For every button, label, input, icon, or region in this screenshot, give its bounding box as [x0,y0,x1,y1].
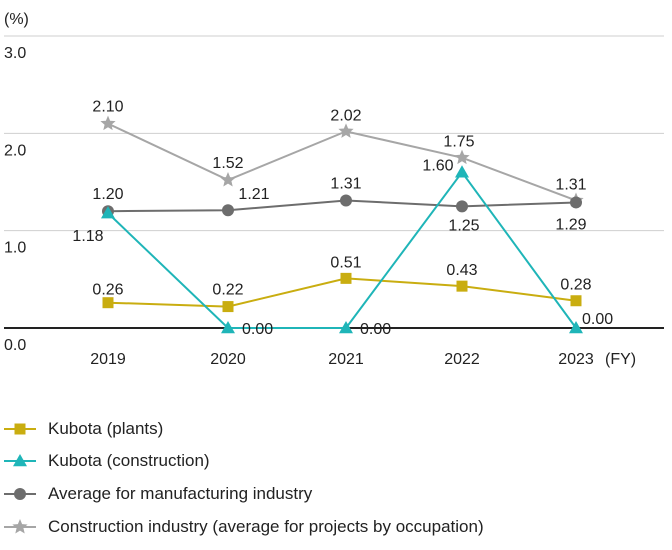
line-chart: 0.01.02.03.0 2019 2020 2021 2022 2023 0.26 0.… [4,11,664,368]
data-label: 1.52 [212,155,243,172]
marker-circle [456,200,468,213]
data-label: 1.29 [555,216,586,233]
marker-square [340,272,352,284]
data-label: 0.00 [582,311,613,328]
legend-item: Kubota (construction) [0,446,672,476]
data-label: 1.18 [72,228,103,245]
series-group [100,115,584,334]
data-label: 1.60 [422,157,453,174]
marker-star [100,115,116,131]
legend-symbol [4,488,36,500]
legend-symbol [4,423,36,435]
y-tick-label: 1.0 [4,240,26,257]
marker-circle [14,488,26,500]
x-tick-label: 2023 [558,351,594,368]
data-label: 0.26 [92,282,123,299]
marker-square [456,280,468,292]
y-axis: 0.0 1.0 2.0 3.0 [4,45,26,354]
x-tick-label: 2020 [210,351,246,368]
data-label: 0.51 [330,254,361,271]
series-star [100,115,584,207]
marker-triangle [339,321,353,334]
x-tick-label: 2019 [90,351,126,368]
marker-star [454,149,470,165]
x-unit-label: (FY) [605,351,636,368]
data-label: 0.00 [242,321,273,338]
marker-star [338,123,354,138]
legend-symbol [4,454,36,467]
marker-circle [222,204,234,217]
marker-star [12,519,28,534]
legend-label: Kubota (construction) [48,451,210,470]
data-labels: 0.26 0.22 0.51 0.43 0.28 1.18 0.00 0.00 1.60 0.00… [72,99,613,338]
y-tick-label: 3.0 [4,45,26,62]
data-label: 1.31 [555,176,586,193]
data-label: 1.25 [448,217,479,234]
marker-square [102,297,114,309]
legend-symbol [4,519,36,534]
marker-triangle [455,165,469,178]
series-circle [102,194,582,218]
marker-square [570,295,582,307]
x-axis: 2019 2020 2021 2022 2023 [90,351,594,368]
series-triangle [101,165,583,334]
legend-item: Kubota (plants) [0,414,672,444]
x-tick-label: 2022 [444,351,480,368]
legend-item: Construction industry (average for proje… [0,512,672,542]
data-label: 0.28 [560,277,591,294]
y-tick-label: 2.0 [4,142,26,159]
y-tick-label: 0.0 [4,337,26,354]
data-label: 1.21 [238,186,269,203]
marker-triangle [221,321,235,334]
legend-label: Construction industry (average for proje… [48,517,484,536]
legend-item: Average for manufacturing industry [0,479,672,509]
data-label: 1.20 [92,186,123,203]
data-label: 2.02 [330,107,361,124]
marker-square [222,301,234,313]
data-label: 1.75 [443,134,474,151]
marker-circle [340,194,352,207]
marker-triangle [101,206,115,219]
data-label: 0.22 [212,282,243,299]
marker-circle [570,196,582,209]
marker-triangle [569,321,583,334]
marker-star [220,172,236,187]
legend-label: Kubota (plants) [48,419,164,438]
data-label: 1.31 [330,175,361,192]
x-tick-label: 2021 [328,351,364,368]
series-square [102,272,582,313]
marker-square [14,423,26,435]
y-unit-label: (%) [4,11,29,28]
marker-triangle [13,454,27,467]
data-label: 0.43 [446,262,477,279]
legend-label: Average for manufacturing industry [48,484,313,503]
data-label: 2.10 [92,99,123,116]
data-label: 0.00 [360,321,391,338]
